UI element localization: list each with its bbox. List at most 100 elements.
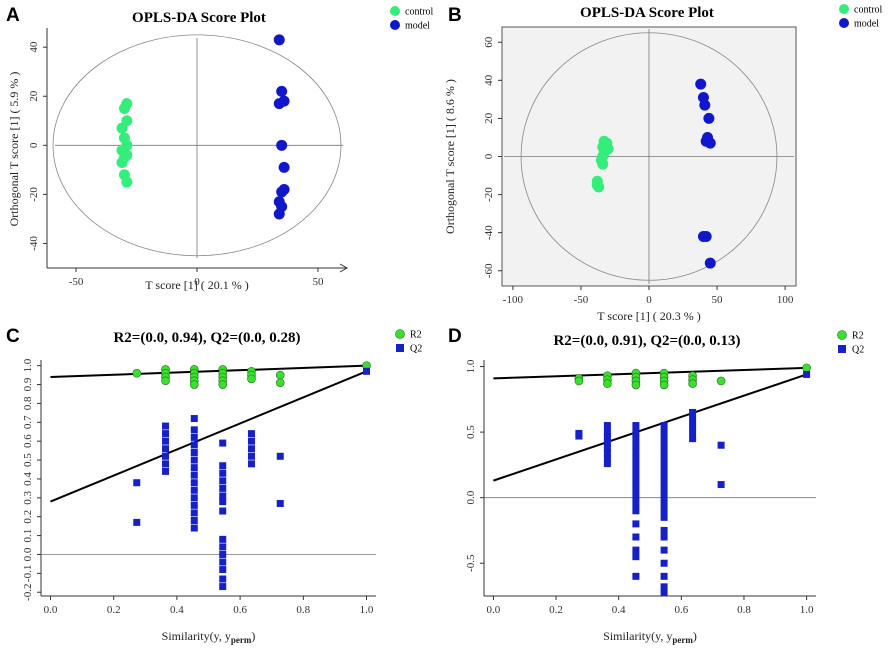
q2-point xyxy=(190,415,198,423)
q2-point xyxy=(603,433,611,441)
legend-marker-model xyxy=(390,20,400,30)
q2-point xyxy=(190,441,198,449)
legend-marker-q2 xyxy=(396,344,404,352)
q2-point xyxy=(603,428,611,436)
hotelling-ellipse xyxy=(520,32,778,281)
series-control xyxy=(591,135,614,193)
q2-point xyxy=(603,439,611,447)
q2-point xyxy=(660,487,668,495)
q2-point xyxy=(247,430,255,438)
q2-point xyxy=(660,546,668,554)
q2-point xyxy=(632,553,640,561)
series-model xyxy=(695,78,716,269)
q2-point xyxy=(632,467,640,475)
control-point xyxy=(116,156,128,168)
q2-point xyxy=(219,498,227,506)
model-point xyxy=(273,208,285,220)
q2-point xyxy=(162,437,170,445)
x-tick-label: 0.8 xyxy=(296,604,310,616)
q2-point xyxy=(190,501,198,509)
q2-point xyxy=(363,367,371,375)
y-tick-label: -60 xyxy=(483,263,495,278)
legend-marker-control xyxy=(390,6,400,16)
x-tick-label: 0 xyxy=(194,276,200,288)
legend-label: Q2 xyxy=(410,344,422,355)
r2-point xyxy=(247,374,256,384)
q2-point xyxy=(660,481,668,489)
y-tick-label: 0.6 xyxy=(22,434,34,448)
model-point xyxy=(704,257,716,269)
y-tick-label: -40 xyxy=(483,225,495,240)
y-tick-label: 0.1 xyxy=(22,529,34,543)
q2-point xyxy=(660,526,668,534)
chart-title: R2=(0.0, 0.91), Q2=(0.0, 0.13) xyxy=(553,333,740,349)
q2-point xyxy=(660,422,668,430)
x-axis-label: T score [1] ( 20.1 % ) xyxy=(145,278,248,292)
q2-point xyxy=(632,494,640,502)
q2-point xyxy=(660,428,668,436)
model-point xyxy=(699,99,711,111)
series-r2 xyxy=(574,363,811,390)
q2-point xyxy=(689,428,697,436)
x-axis-label: Similarity(y, yperm) xyxy=(162,629,256,645)
model-point xyxy=(276,85,288,97)
q2-point xyxy=(660,507,668,515)
q2-point xyxy=(660,474,668,482)
x-tick-label: 0.2 xyxy=(549,604,563,616)
x-tick-label: 0.8 xyxy=(737,604,751,616)
y-tick-label: 0.8 xyxy=(22,396,34,410)
x-tick-label: 1.0 xyxy=(360,604,374,616)
y-tick-label: -20 xyxy=(483,187,495,202)
y-tick-label: 0.0 xyxy=(22,547,34,561)
model-point xyxy=(278,161,290,173)
r2-point xyxy=(275,370,285,380)
chart-title: OPLS-DA Score Plot xyxy=(580,5,714,21)
panel-letter: D xyxy=(448,326,462,347)
q2-point xyxy=(219,484,227,492)
chart-title: OPLS-DA Score Plot xyxy=(132,10,266,26)
q2-point xyxy=(660,494,668,502)
y-tick-label: 20 xyxy=(483,112,495,124)
q2-point xyxy=(660,583,668,591)
q2-point xyxy=(632,428,640,436)
y-tick-label: -20 xyxy=(28,187,40,202)
r2-point xyxy=(603,379,612,388)
y-tick-label: 0.5 xyxy=(22,453,34,467)
x-tick-label: 100 xyxy=(777,294,794,306)
control-point xyxy=(597,158,609,170)
q2-point xyxy=(162,430,170,438)
x-tick-label: 50 xyxy=(312,276,324,288)
r2-regression-line xyxy=(493,366,807,380)
q2-point xyxy=(632,422,640,430)
q2-point xyxy=(660,500,668,508)
q2-point xyxy=(632,546,640,554)
q2-point xyxy=(190,486,198,494)
q2-point xyxy=(276,452,284,460)
q2-point xyxy=(190,464,198,472)
q2-point xyxy=(247,445,255,453)
x-tick-label: -100 xyxy=(503,294,524,306)
y-tick-label: 0.5 xyxy=(465,425,477,439)
panel-letter: A xyxy=(6,5,20,26)
x-axis-label-main: Similarity(y, y xyxy=(603,629,672,643)
q2-point xyxy=(632,520,640,528)
q2-point xyxy=(190,479,198,487)
model-point xyxy=(704,137,716,149)
q2-regression-line xyxy=(493,373,807,482)
x-tick-label: 0.4 xyxy=(170,604,184,616)
model-point xyxy=(276,139,288,151)
control-point xyxy=(121,176,133,188)
q2-point xyxy=(660,588,668,596)
q2-point xyxy=(660,448,668,456)
q2-point xyxy=(632,474,640,482)
x-tick-label: -50 xyxy=(69,276,84,288)
legend-marker-r2 xyxy=(395,329,405,339)
model-point xyxy=(276,186,288,198)
q2-point xyxy=(603,422,611,430)
q2-point xyxy=(219,492,227,500)
q2-point xyxy=(660,467,668,475)
panel-letter: C xyxy=(6,326,20,347)
model-point xyxy=(273,98,285,110)
q2-point xyxy=(219,507,227,515)
